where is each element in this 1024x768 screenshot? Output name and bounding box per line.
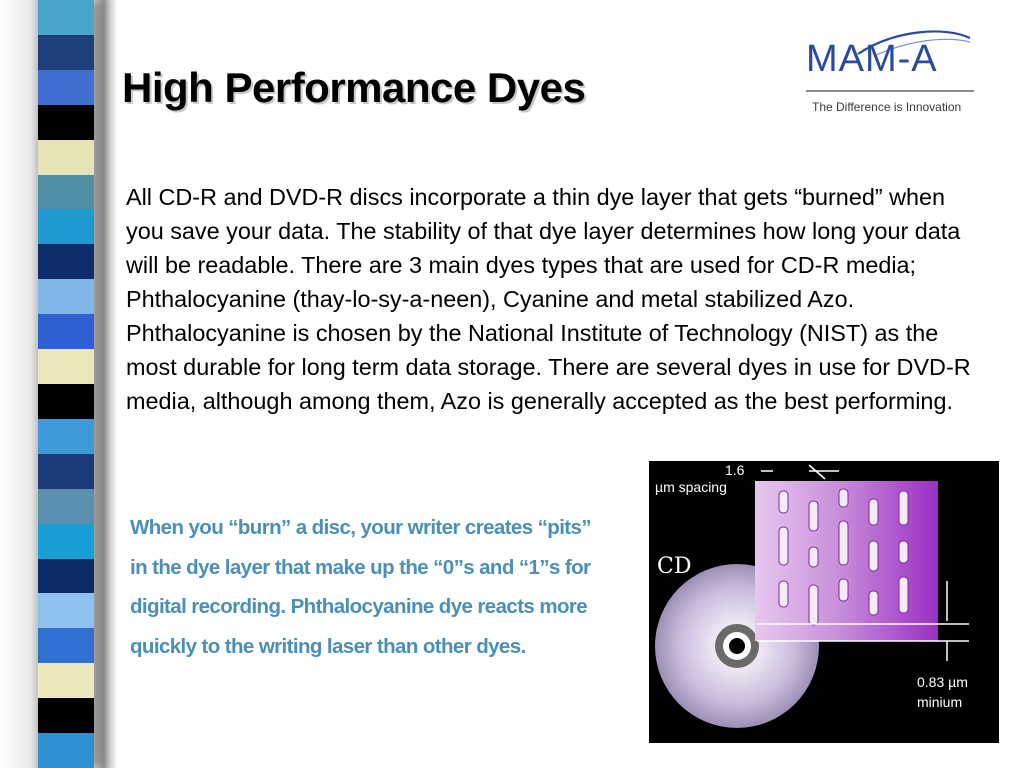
decorative-sidebar — [0, 0, 118, 768]
stripe-segment — [38, 488, 94, 525]
stripe-segment — [38, 104, 94, 141]
stripe-segment — [38, 663, 94, 700]
pits-group — [778, 488, 909, 626]
logo-swoosh-icon — [857, 30, 971, 57]
spacing-unit: µm spacing — [655, 479, 727, 495]
slide-title: High Performance Dyes — [122, 64, 586, 111]
stripe-segment — [38, 453, 94, 490]
stripe-segment — [38, 558, 94, 595]
logo-tagline: The Difference is Innovation — [812, 100, 962, 114]
stripe-column — [38, 0, 94, 768]
stripe-segment — [38, 34, 94, 71]
cd-pits-illustration: CD 1.6 µm spacing 0.83 µm minium — [655, 462, 969, 728]
stripe-segment — [38, 69, 94, 106]
stripe-segment — [38, 0, 94, 36]
stripe-segment — [38, 349, 94, 385]
stripe-segment — [38, 628, 94, 665]
logo-divider — [806, 90, 974, 92]
stripe-segment — [38, 209, 94, 246]
stripe-segment — [38, 698, 94, 735]
stripe-segment — [38, 174, 94, 211]
stripe-segment — [38, 314, 94, 351]
stripe-segment — [38, 523, 94, 560]
stripe-segment — [38, 418, 94, 455]
stripe-segment — [38, 244, 94, 281]
min-value: 0.83 µm — [917, 674, 968, 690]
caption-paragraph: When you “burn” a disc, your writer crea… — [130, 516, 592, 658]
body-paragraph: All CD-R and DVD-R discs incorporate a t… — [126, 184, 971, 414]
stripe-segment — [38, 733, 94, 768]
disc-label: CD — [657, 554, 691, 579]
stripe-segment — [38, 593, 94, 630]
stripe-segment — [38, 139, 94, 176]
spacing-value: 1.6 — [725, 462, 745, 478]
cd-pits-figure: CD 1.6 µm spacing 0.83 µm minium — [649, 461, 999, 743]
stripe-segment — [38, 384, 94, 420]
stripe-segment — [38, 279, 94, 316]
logo-wordmark: MAM-A — [806, 38, 938, 80]
min-label: minium — [917, 694, 962, 710]
measurement-arrows — [757, 464, 969, 661]
mam-a-logo: MAM-A The Difference is Innovation — [806, 30, 976, 120]
